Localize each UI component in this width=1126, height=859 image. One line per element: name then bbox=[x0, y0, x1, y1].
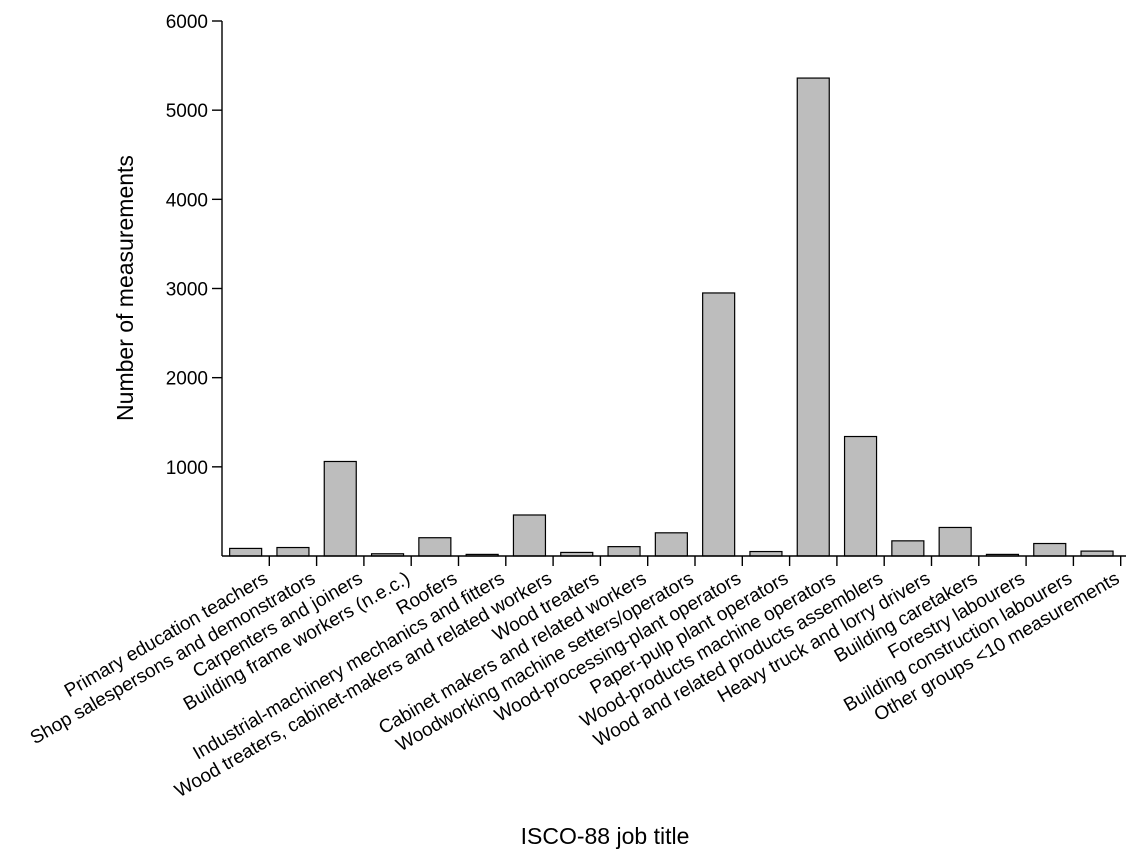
bar bbox=[938, 526, 972, 557]
bar bbox=[796, 77, 830, 557]
x-axis-title: ISCO-88 job title bbox=[521, 823, 690, 849]
bar bbox=[654, 532, 688, 557]
y-tick-label: 6000 bbox=[166, 12, 208, 33]
bar bbox=[323, 460, 357, 557]
y-tick-label: 2000 bbox=[166, 369, 208, 390]
bar bbox=[891, 540, 925, 557]
bars bbox=[229, 77, 1114, 557]
y-axis-title: Number of measurements bbox=[112, 155, 138, 421]
y-tick-label: 1000 bbox=[166, 458, 208, 479]
bar bbox=[512, 514, 547, 557]
x-axis-ticks bbox=[268, 556, 1122, 566]
y-axis-ticks: 1000 2000 3000 4000 5000 6000 bbox=[166, 12, 222, 479]
bar bbox=[1080, 550, 1114, 557]
bar bbox=[229, 547, 263, 557]
bar bbox=[702, 292, 736, 557]
bar bbox=[843, 435, 878, 557]
bar bbox=[276, 546, 310, 557]
y-tick-label: 3000 bbox=[166, 280, 208, 301]
bar bbox=[607, 546, 641, 557]
bar bbox=[418, 537, 452, 557]
y-tick-label: 5000 bbox=[166, 101, 208, 122]
bar bbox=[1033, 542, 1067, 557]
y-tick-label: 4000 bbox=[166, 190, 208, 211]
